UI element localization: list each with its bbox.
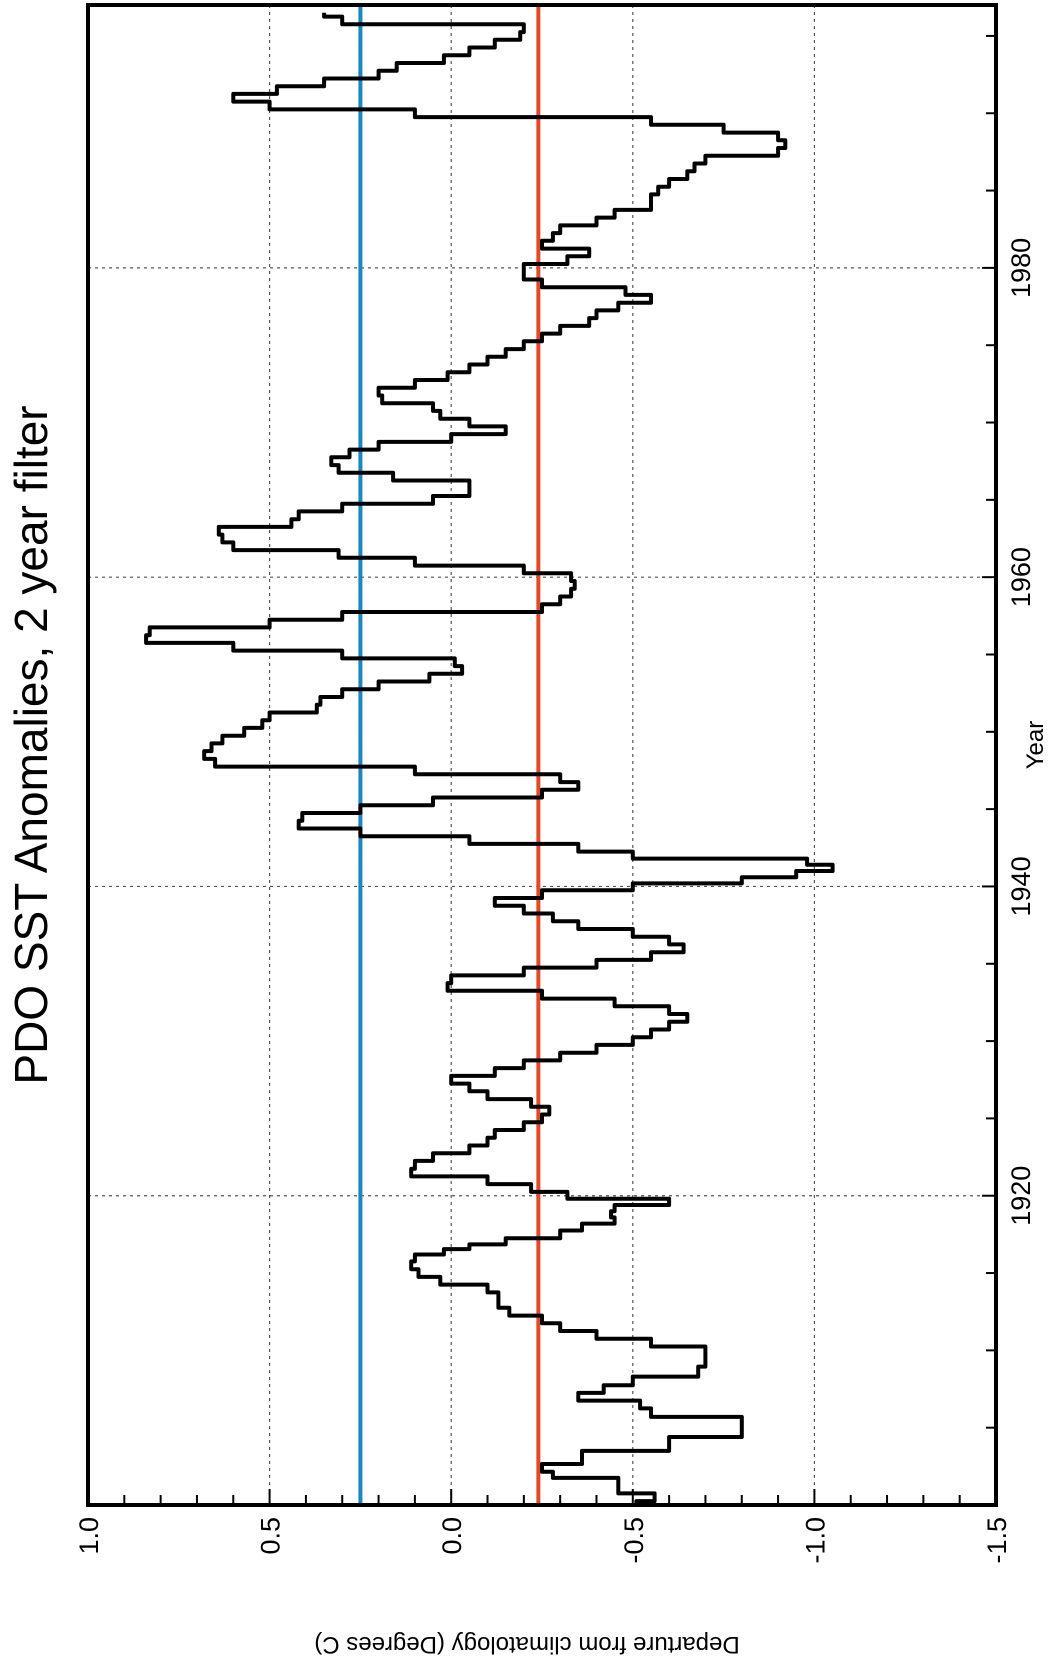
year-tick-label: 1980 bbox=[1006, 238, 1036, 298]
year-tick-label: 1960 bbox=[1006, 547, 1036, 607]
pdo-anomaly-series bbox=[144, 12, 835, 1505]
y-axis-title: Departure from climatology (Degrees C) bbox=[314, 1631, 739, 1658]
plot-frame bbox=[86, 3, 998, 1507]
year-tick-label: 1920 bbox=[1006, 1166, 1036, 1226]
chart-title: PDO SST Anomalies, 2 year filter bbox=[5, 405, 57, 1084]
x-axis-title: Year bbox=[1022, 721, 1049, 770]
reference-lines bbox=[358, 7, 541, 1503]
series-layer bbox=[144, 12, 835, 1505]
value-tick-label: -0.5 bbox=[619, 1517, 649, 1564]
value-tick-label: 0.0 bbox=[437, 1517, 467, 1555]
value-tick-label: -1.0 bbox=[800, 1517, 830, 1564]
value-tick-label: 0.5 bbox=[256, 1517, 286, 1555]
year-tick-label: 1940 bbox=[1006, 856, 1036, 916]
value-tick-label: -1.5 bbox=[982, 1517, 1012, 1564]
ticks bbox=[87, 34, 997, 1506]
value-tick-label: 1.0 bbox=[74, 1517, 104, 1555]
tick-labels: 1.0 0.5 0.0 -0.5 -1.0 -1.5 1920 1940 1960 1980 bbox=[74, 238, 1036, 1564]
grid bbox=[88, 5, 996, 1505]
